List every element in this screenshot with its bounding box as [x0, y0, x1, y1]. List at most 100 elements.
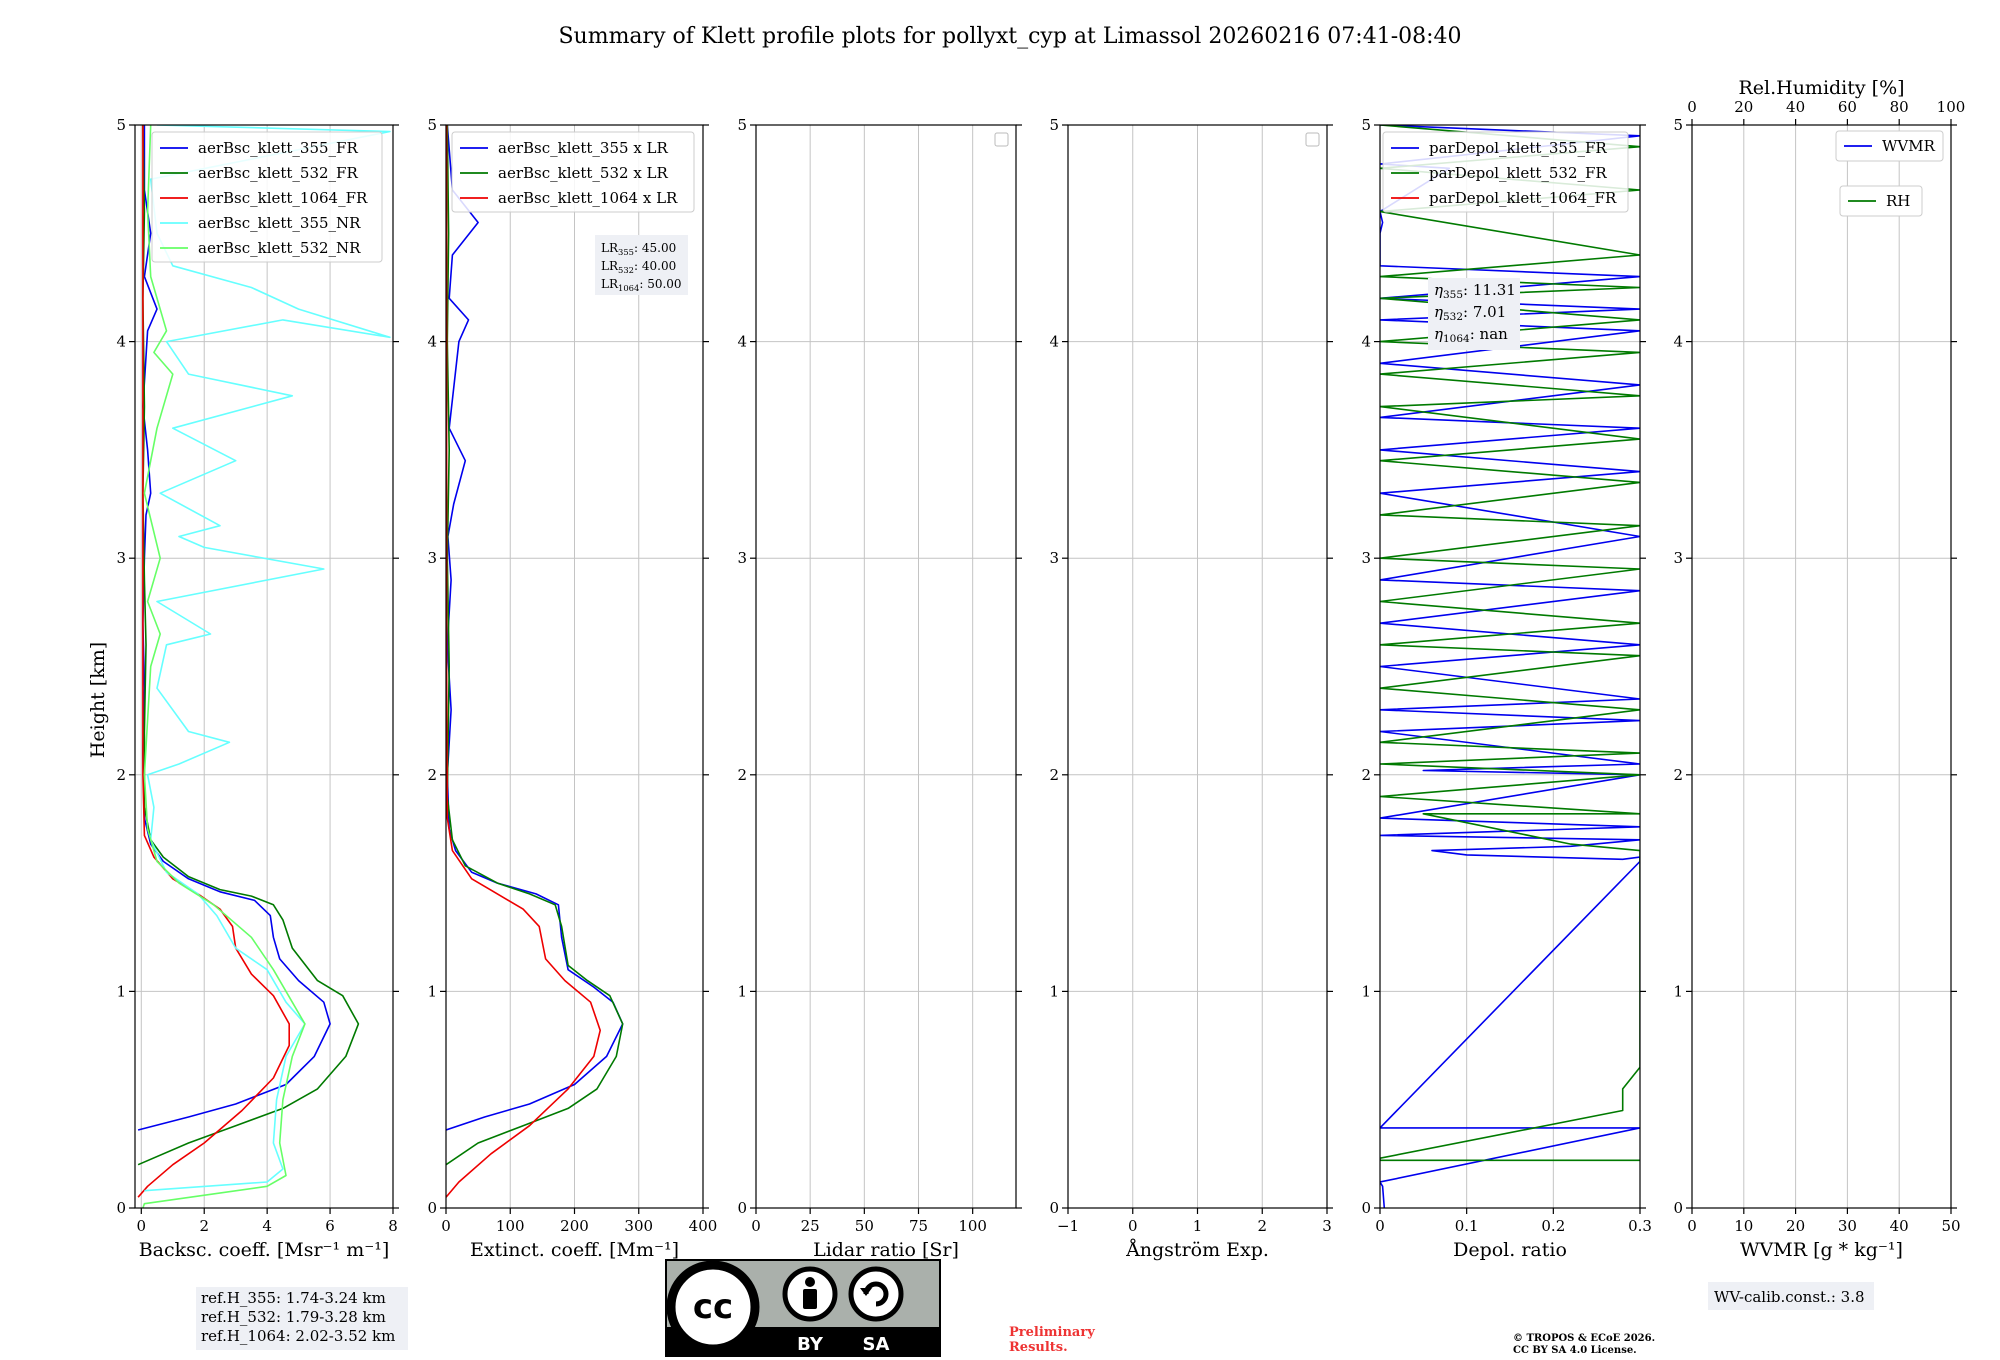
x-tick-label: 3	[1322, 1217, 1332, 1235]
legend-rh: RH	[1839, 185, 1923, 217]
x-axis-label: Backsc. coeff. [Msr⁻¹ m⁻¹]	[139, 1239, 390, 1261]
series-aerBsc_klett_355_NR	[144, 125, 391, 1192]
ref-height-1064: ref.H_1064: 2.02-3.52 km	[201, 1327, 395, 1345]
y-tick-label: 1	[116, 982, 126, 1000]
legend-label: aerBsc_klett_355_NR	[198, 214, 361, 232]
x-tick-label: 30	[1838, 1217, 1857, 1235]
x-tick-label: 2	[199, 1217, 209, 1235]
attribution-icon	[782, 1266, 838, 1322]
series-group	[1380, 125, 1640, 1208]
axes-frame	[1379, 124, 1641, 1209]
x-tick-label: 40	[1890, 1217, 1909, 1235]
y-tick-label: 3	[737, 549, 747, 567]
legend-label: aerBsc_klett_355 x LR	[498, 139, 669, 157]
series-aerBsc_klett_532_NR	[142, 125, 306, 1208]
legend-label: parDepol_klett_1064_FR	[1429, 189, 1617, 207]
series-group	[137, 125, 391, 1208]
y-tick-label: 3	[1361, 549, 1371, 567]
x-tick-label: 0	[1687, 1217, 1697, 1235]
x-axis-label: Depol. ratio	[1453, 1239, 1567, 1261]
y-tick-label: 5	[116, 116, 126, 134]
y-tick-label: 5	[427, 116, 437, 134]
y-tick-label: 5	[1049, 116, 1059, 134]
y-tick-label: 2	[1361, 766, 1371, 784]
x2-axis-label: Rel.Humidity [%]	[1738, 77, 1904, 99]
annotation-line: η1064: nan	[1434, 325, 1508, 345]
x-tick-label: −1	[1057, 1217, 1079, 1235]
ref-height-532: ref.H_532: 1.79-3.28 km	[201, 1308, 386, 1326]
legend-depol: parDepol_klett_355_FR parDepol_klett_532_…	[1382, 131, 1629, 213]
copyright-line-2: CC BY SA 4.0 License.	[1513, 1345, 1637, 1356]
annotation-frame	[1428, 278, 1520, 350]
panel-extinction: 0 100 200 300 400 0 1 2 3 4 5 Extinct. coeff. [Mm⁻¹…	[427, 116, 717, 1261]
legend-label: aerBsc_klett_532 x LR	[498, 164, 669, 182]
copyright-line-1: © TROPOS & ECoE 2026.	[1513, 1333, 1655, 1344]
y-tick-label: 5	[737, 116, 747, 134]
series-aerBsc_klett_355_FR	[137, 125, 331, 1131]
y-tick-label: 0	[427, 1199, 437, 1217]
y-tick-label: 0	[1049, 1199, 1059, 1217]
preliminary-line-2: Results.	[1009, 1340, 1068, 1355]
annotation-line: η532: 7.01	[1434, 303, 1506, 323]
x-tick-label: 0.1	[1455, 1217, 1479, 1235]
x-tick-label: 10	[1734, 1217, 1753, 1235]
legend-frame	[451, 131, 695, 213]
x-tick-label: 0	[137, 1217, 147, 1235]
empty-legend-box	[994, 132, 1009, 147]
y-tick-label: 0	[1673, 1199, 1683, 1217]
series-parDepol_klett_532_FR	[1380, 125, 1640, 1162]
y-tick-label: 0	[1361, 1199, 1371, 1217]
axes-frame	[1691, 124, 1952, 1209]
panels-group: 0 2 4 6 80 1 2 3 4 5 Backsc. coeff. [Msr⁻¹ m⁻¹] aer…	[116, 77, 1965, 1261]
cc-license-badge: cc BY SA	[665, 1259, 941, 1357]
y-tick-label: 5	[1673, 116, 1683, 134]
x-axis-label: WVMR [g * kg⁻¹]	[1740, 1239, 1903, 1261]
empty-legend-box	[1305, 132, 1320, 147]
y-tick-label: 4	[1049, 333, 1059, 351]
y-tick-label: 1	[427, 982, 437, 1000]
y-tick-label: 3	[427, 549, 437, 567]
x-tick-label: 0	[1375, 1217, 1385, 1235]
figure-title: Summary of Klett profile plots for polly…	[558, 24, 1461, 49]
x2-tick-label: 60	[1838, 98, 1857, 116]
y-tick-label: 5	[1361, 116, 1371, 134]
x-tick-label: 200	[560, 1217, 589, 1235]
x2-tick-label: 80	[1890, 98, 1909, 116]
legend-frame	[151, 131, 383, 263]
legend-frame	[1382, 131, 1629, 213]
y-tick-label: 3	[116, 549, 126, 567]
y-tick-label: 3	[1049, 549, 1059, 567]
x2-tick-label: 0	[1687, 98, 1697, 116]
x-axis-label: Extinct. coeff. [Mm⁻¹]	[470, 1239, 679, 1261]
y-tick-label: 0	[737, 1199, 747, 1217]
y-axis-label: Height [km]	[87, 642, 109, 758]
x-tick-label: 6	[325, 1217, 335, 1235]
series-aerBsc_klett_1064 x LR	[446, 125, 601, 1198]
wv-calib-text: WV-calib.const.: 3.8	[1714, 1288, 1865, 1306]
annotation-extinction: LR355: 45.00 LR532: 40.00 LR1064: 50.00	[595, 235, 688, 295]
x2-tick-label: 20	[1734, 98, 1753, 116]
ref-height-355: ref.H_355: 1.74-3.24 km	[201, 1289, 386, 1307]
x-tick-label: 400	[689, 1217, 718, 1235]
legend-label: RH	[1886, 192, 1910, 210]
x-tick-label: 20	[1786, 1217, 1805, 1235]
annotation-line: LR532: 40.00	[601, 259, 676, 275]
annotation-line: LR355: 45.00	[601, 241, 676, 257]
y-tick-label: 1	[737, 982, 747, 1000]
x-tick-label: 0	[751, 1217, 761, 1235]
annotation-line: η355: 11.31	[1434, 281, 1516, 301]
panel-lidar_ratio: 0 25 50 75 100 0 1 2 3 4 5 Lidar ratio [Sr]	[737, 116, 1022, 1261]
legend-extinction: aerBsc_klett_355 x LR aerBsc_klett_532 x …	[451, 131, 695, 213]
x-tick-label: 50	[855, 1217, 874, 1235]
preliminary-line-1: Preliminary	[1009, 1325, 1095, 1340]
x2-tick-label: 100	[1937, 98, 1966, 116]
legend-label: WVMR	[1882, 137, 1936, 155]
y-tick-label: 4	[427, 333, 437, 351]
panel-depol: 0 0.1 0.2 0.3 0 1 2 3 4 5 Depol. ratio parDepol_kle…	[1361, 116, 1651, 1261]
x-tick-label: 0	[441, 1217, 451, 1235]
y-tick-label: 4	[116, 333, 126, 351]
panel-backscatter: 0 2 4 6 8 0 1 2 3 4 5 Backsc. coeff. [Msr⁻¹ m⁻¹] aer…	[116, 116, 399, 1261]
license-by-label: BY	[797, 1334, 824, 1355]
axes-frame	[134, 124, 394, 1209]
